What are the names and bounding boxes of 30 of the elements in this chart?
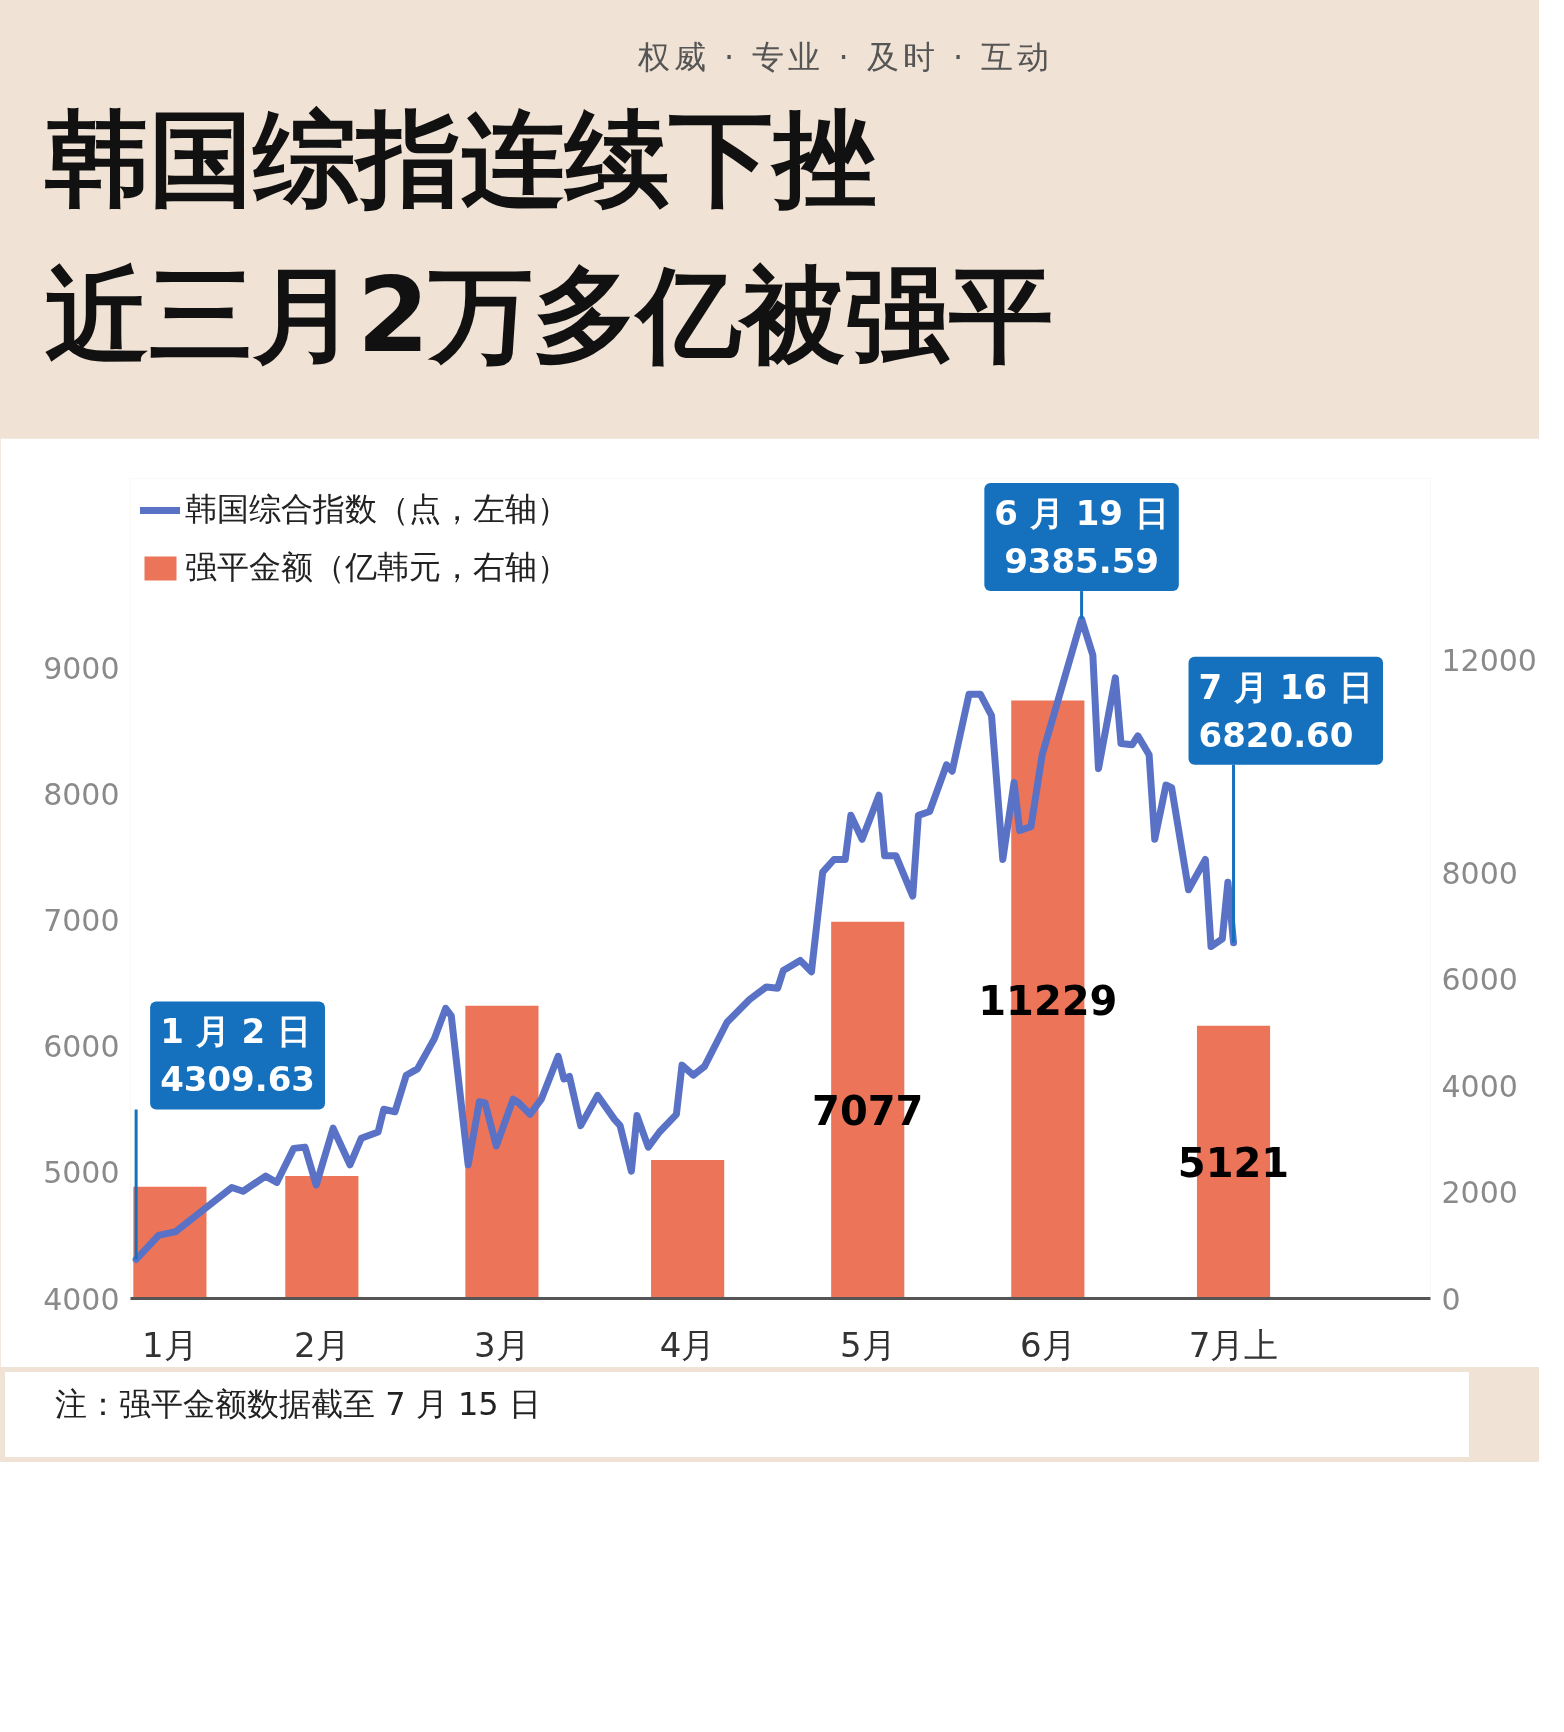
chart-title: 韩国综指连续下挫 bbox=[45, 96, 878, 222]
bar bbox=[285, 1175, 359, 1299]
bar bbox=[651, 1159, 725, 1299]
x-tick-label: 5月 bbox=[839, 1324, 896, 1365]
y-tick-label: 5000 bbox=[43, 1155, 120, 1191]
y-tick-label: 6000 bbox=[43, 1028, 120, 1064]
legend-label: 强平金额（亿韩元，右轴） bbox=[185, 546, 569, 588]
annotation: 1 月 2 日 4309.63 bbox=[160, 1011, 315, 1100]
annotation: 6 月 19 日 9385.59 bbox=[994, 492, 1169, 581]
y2-tick-label: 8000 bbox=[1441, 855, 1518, 891]
x-tick-label: 1月 bbox=[142, 1324, 198, 1365]
y-tick-label: 9000 bbox=[43, 650, 120, 686]
y2-tick-label: 0 bbox=[1441, 1281, 1461, 1317]
y2-tick-label: 4000 bbox=[1441, 1068, 1518, 1104]
y-tick-label: 8000 bbox=[43, 776, 120, 812]
x-tick-label: 6月 bbox=[1020, 1324, 1076, 1365]
y2-tick-label: 2000 bbox=[1441, 1174, 1518, 1210]
x-tick-label: 3月 bbox=[474, 1324, 530, 1365]
x-tick-label: 7月上 bbox=[1188, 1324, 1279, 1365]
y2-tick-label: 12000 bbox=[1441, 642, 1537, 678]
chart-subtitle: 近三月2万多亿被强平 bbox=[45, 252, 1054, 378]
y-tick-label: 7000 bbox=[43, 902, 120, 938]
text: 注：强平金额数据截至 7 月 15 日 bbox=[55, 1383, 541, 1425]
x-tick-label: 4月 bbox=[659, 1324, 716, 1365]
y2-tick-label: 6000 bbox=[1441, 961, 1518, 997]
legend-label: 韩国综合指数（点，左轴） bbox=[185, 488, 569, 530]
text: 权威 · 专业 · 及时 · 互动 bbox=[636, 37, 1054, 78]
annotation: 7 月 16 日 6820.60 bbox=[1198, 666, 1374, 755]
x-tick-label: 2月 bbox=[294, 1324, 350, 1365]
y-tick-label: 4000 bbox=[43, 1281, 120, 1317]
